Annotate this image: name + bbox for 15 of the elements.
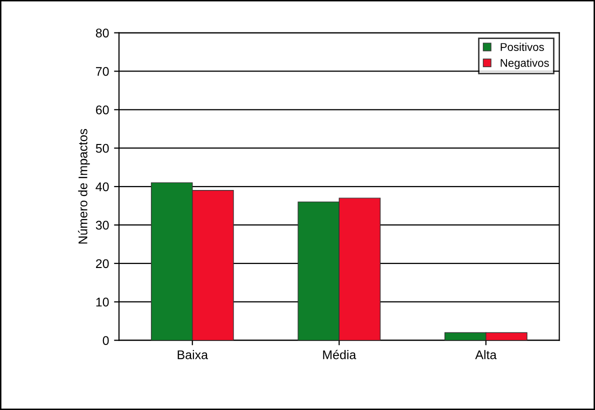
x-tick-label: Baixa: [178, 350, 208, 360]
y-axis-title: Número de Impactos: [78, 128, 90, 244]
x-tick-label: Média: [323, 350, 356, 360]
legend-label: Positivos: [500, 42, 544, 51]
y-tick-label: 0: [102, 336, 109, 345]
legend-label: Negativos: [500, 58, 549, 70]
y-tick-label: 30: [96, 220, 109, 230]
y-tick-label: 10: [96, 298, 109, 307]
y-tick-label: 70: [96, 67, 109, 76]
y-tick-label: 80: [96, 28, 109, 38]
x-tick-label: Alta: [475, 350, 497, 360]
y-tick-label: 20: [96, 259, 109, 268]
y-tick-label: 50: [96, 144, 109, 153]
y-tick-label: 40: [96, 182, 109, 192]
y-tick-label: 60: [96, 105, 109, 114]
